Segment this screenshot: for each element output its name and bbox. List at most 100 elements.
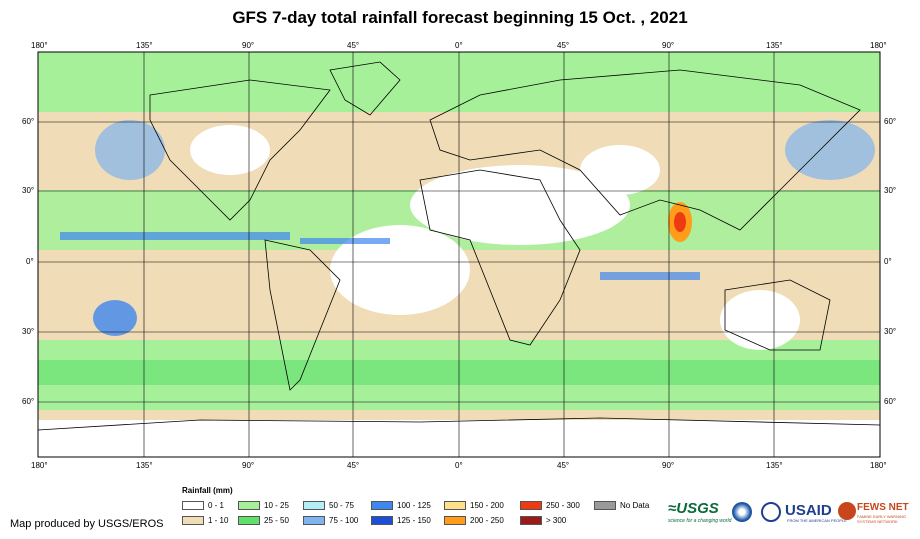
legend-label: 25 - 50 <box>264 516 289 525</box>
storm <box>785 120 875 180</box>
lon-label-bottom: 135° <box>136 461 153 470</box>
antarctica-coast <box>38 417 880 431</box>
legend-swatch <box>182 516 204 525</box>
map-credit: Map produced by USGS/EROS <box>10 518 164 530</box>
legend-label: 150 - 200 <box>470 501 504 510</box>
fews-net-icon <box>838 502 856 520</box>
storm <box>674 212 686 232</box>
legend-item: 10 - 25 <box>238 501 289 510</box>
dry-zone <box>410 165 630 245</box>
dry-zone <box>580 145 660 195</box>
australia <box>724 279 831 351</box>
north-america <box>149 79 331 221</box>
lat-label-left: 30° <box>22 186 35 195</box>
dry-zone <box>720 290 800 350</box>
legend-item: 250 - 300 <box>520 501 580 510</box>
south-america <box>264 239 341 391</box>
noaa-logo-icon <box>732 502 752 522</box>
legend-title: Rainfall (mm) <box>182 486 233 495</box>
usgs-logo: ≈USGS <box>668 500 719 517</box>
lat-label-right: 30° <box>884 186 897 195</box>
legend-item: 0 - 1 <box>182 501 224 510</box>
legend-item: No Data <box>594 501 649 510</box>
legend-label: No Data <box>620 501 650 510</box>
legend-swatch <box>444 501 466 510</box>
usaid-logo: USAID <box>785 502 832 519</box>
legend-swatch <box>444 516 466 525</box>
legend-item: 50 - 75 <box>303 501 354 510</box>
storm <box>93 300 137 336</box>
lon-label-bottom: 180° <box>31 461 48 470</box>
legend-swatch <box>520 501 542 510</box>
legend-item: 200 - 250 <box>444 516 504 525</box>
lon-label-top: 180° <box>31 41 48 50</box>
legend-label: 0 - 1 <box>208 501 225 510</box>
legend-label: 125 - 150 <box>397 516 431 525</box>
africa <box>419 169 581 346</box>
legend-label: 10 - 25 <box>264 501 289 510</box>
legend-item: 100 - 125 <box>371 501 431 510</box>
lat-label-left: 60° <box>22 397 35 406</box>
legend-label: 200 - 250 <box>470 516 504 525</box>
lon-label-bottom: 135° <box>766 461 783 470</box>
lon-label-top: 180° <box>870 41 887 50</box>
lon-label-bottom: 90° <box>662 461 675 470</box>
lat-label-left: 30° <box>22 327 35 336</box>
greenland <box>329 61 401 116</box>
usaid-tagline: FROM THE AMERICAN PEOPLE <box>787 518 847 523</box>
legend-label: > 300 <box>546 516 567 525</box>
legend-item: 1 - 10 <box>182 516 228 525</box>
legend-item: > 300 <box>520 516 566 525</box>
legend-swatch <box>238 501 260 510</box>
lon-label-bottom: 0° <box>455 461 463 470</box>
lon-label-top: 90° <box>242 41 255 50</box>
lat-label-right: 60° <box>884 117 897 126</box>
legend-swatch <box>371 501 393 510</box>
lon-label-top: 45° <box>347 41 360 50</box>
legend-item: 75 - 100 <box>303 516 358 525</box>
itcz <box>60 232 290 240</box>
legend-swatch <box>594 501 616 510</box>
legend-swatch <box>303 516 325 525</box>
lon-label-bottom: 180° <box>870 461 887 470</box>
legend-label: 1 - 10 <box>208 516 229 525</box>
lon-label-top: 0° <box>455 41 463 50</box>
fews-net-logo: FEWS NET <box>857 502 909 513</box>
map-title: GFS 7-day total rainfall forecast beginn… <box>232 8 688 27</box>
lon-label-top: 45° <box>557 41 570 50</box>
legend-swatch <box>238 516 260 525</box>
legend-swatch <box>371 516 393 525</box>
lon-label-top: 135° <box>766 41 783 50</box>
lon-label-top: 90° <box>662 41 675 50</box>
dry-zone <box>190 125 270 175</box>
lon-label-top: 135° <box>136 41 153 50</box>
legend-item: 150 - 200 <box>444 501 504 510</box>
legend-item: 125 - 150 <box>371 516 431 525</box>
usgs-tagline: science for a changing world <box>668 518 732 524</box>
dry-zone <box>580 275 680 325</box>
lat-label-left: 0° <box>26 257 34 266</box>
graticule <box>38 52 880 457</box>
eurasia <box>429 69 861 231</box>
lat-label-right: 30° <box>884 327 897 336</box>
lon-label-bottom: 45° <box>557 461 570 470</box>
legend-label: 100 - 125 <box>397 501 431 510</box>
legend-item: 25 - 50 <box>238 516 289 525</box>
dry-zone <box>330 225 470 315</box>
legend-swatch <box>303 501 325 510</box>
legend-label: 250 - 300 <box>546 501 580 510</box>
legend-swatch <box>520 516 542 525</box>
fews-net-tagline: FAMINE EARLY WARNING SYSTEMS NETWORK <box>857 514 907 524</box>
lat-label-left: 60° <box>22 117 35 126</box>
usaid-seal-icon <box>761 502 781 522</box>
storm <box>95 120 165 180</box>
legend-label: 75 - 100 <box>329 516 359 525</box>
lon-label-bottom: 45° <box>347 461 360 470</box>
legend-label: 50 - 75 <box>329 501 354 510</box>
itcz <box>300 238 390 244</box>
lat-label-right: 0° <box>884 257 892 266</box>
lon-label-bottom: 90° <box>242 461 255 470</box>
legend-swatch <box>182 501 204 510</box>
itcz <box>600 272 700 280</box>
